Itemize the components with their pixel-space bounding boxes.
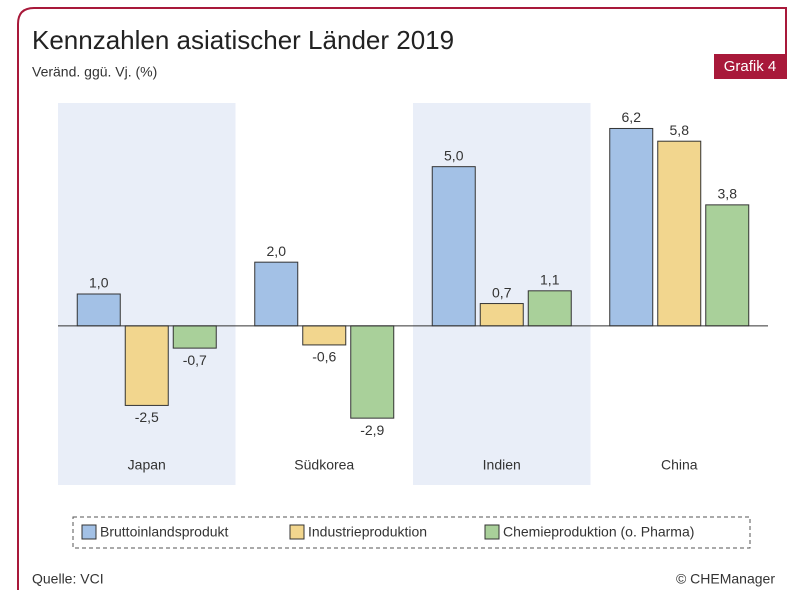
source: Quelle: VCI: [32, 571, 104, 587]
bar: [350, 325, 395, 419]
value-label: 6,2: [622, 109, 642, 125]
x-tick-label: China: [661, 457, 698, 473]
badge: Grafik 4: [724, 58, 777, 75]
bar: [302, 325, 347, 346]
value-label: -2,9: [360, 422, 384, 438]
legend-swatch: [484, 524, 500, 540]
legend-label: Bruttoinlandsprodukt: [100, 524, 229, 540]
value-label: 3,8: [718, 186, 738, 202]
credit: © CHEManager: [676, 571, 775, 587]
value-label: 2,0: [267, 243, 287, 259]
bar: [657, 140, 702, 327]
bar: [705, 204, 750, 327]
bar: [254, 261, 299, 327]
value-label: -2,5: [135, 409, 159, 425]
value-label: 5,8: [670, 122, 690, 138]
value-label: 1,0: [89, 275, 109, 291]
x-tick-label: Südkorea: [294, 457, 354, 473]
bar: [76, 293, 121, 327]
legend-swatch: [289, 524, 305, 540]
value-label: 5,0: [444, 147, 464, 163]
x-tick-label: Japan: [128, 457, 166, 473]
frame: [17, 7, 787, 590]
legend-label: Chemieproduktion (o. Pharma): [503, 524, 694, 540]
bar: [124, 325, 169, 406]
value-label: 0,7: [492, 284, 512, 300]
bar: [609, 127, 654, 327]
legend-swatch: [81, 524, 97, 540]
chart-title: Kennzahlen asiatischer Länder 2019: [32, 25, 454, 55]
bar: [527, 290, 572, 327]
legend-label: Industrieproduktion: [308, 524, 427, 540]
bar: [431, 166, 476, 327]
legend-box: [72, 516, 751, 549]
badge-box: [714, 54, 787, 79]
chart-subtitle: Veränd. ggü. Vj. (%): [32, 64, 157, 80]
value-label: -0,7: [183, 352, 207, 368]
bar: [479, 303, 524, 327]
x-tick-label: Indien: [483, 457, 521, 473]
value-label: 1,1: [540, 272, 560, 288]
bar: [172, 325, 217, 349]
value-label: -0,6: [312, 349, 336, 365]
